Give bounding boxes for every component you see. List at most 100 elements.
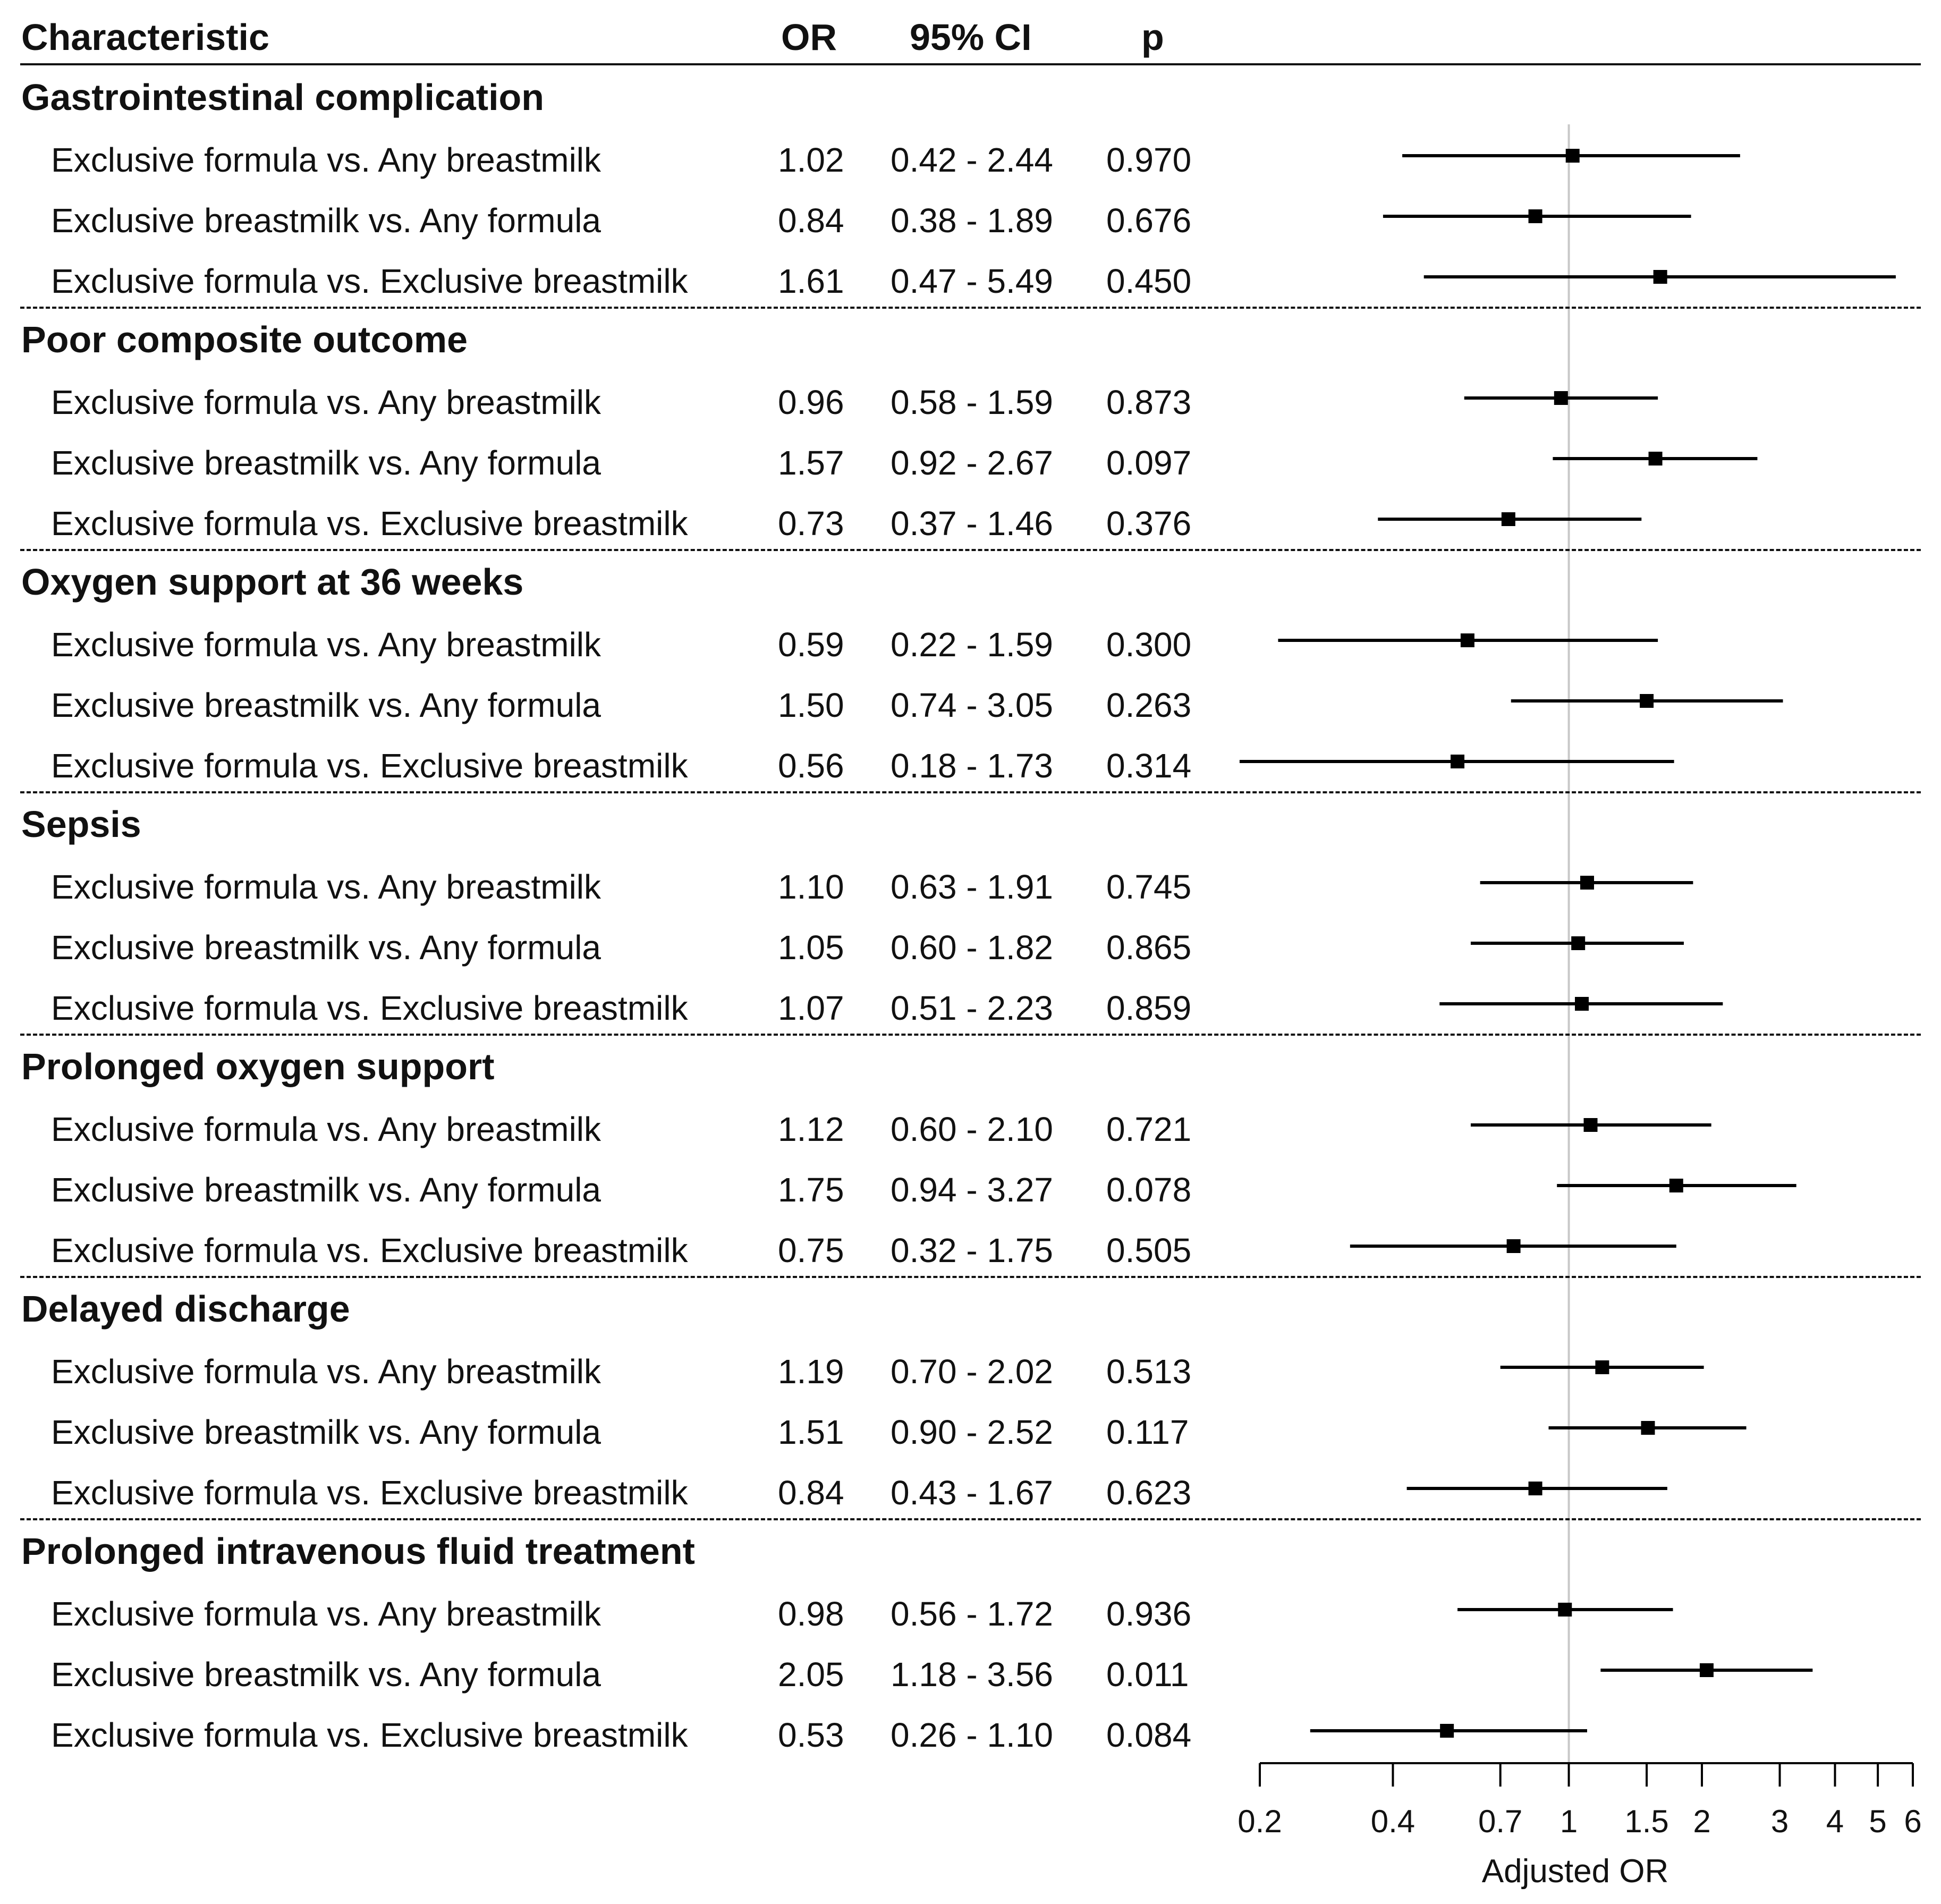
point-estimate: [1699, 1663, 1714, 1677]
row-ci: 0.32 - 1.75: [891, 1231, 1053, 1270]
point-estimate: [1440, 1724, 1454, 1738]
point-estimate: [1528, 1482, 1542, 1495]
row-ci: 0.74 - 3.05: [891, 686, 1053, 724]
row-ci: 0.90 - 2.52: [891, 1413, 1053, 1451]
row-p: 0.376: [1106, 504, 1192, 543]
row-ci: 0.43 - 1.67: [891, 1474, 1053, 1512]
row-p: 0.314: [1106, 747, 1192, 785]
row-p: 0.859: [1106, 989, 1192, 1027]
point-estimate: [1451, 755, 1465, 768]
point-estimate: [1640, 694, 1654, 708]
group-title: Prolonged intravenous fluid treatment: [21, 1530, 695, 1572]
header-ci: 95% CI: [910, 16, 1032, 58]
row-or: 1.50: [778, 686, 844, 724]
row-label: Exclusive breastmilk vs. Any formula: [51, 444, 601, 482]
row-label: Exclusive breastmilk vs. Any formula: [51, 1171, 601, 1209]
row-label: Exclusive formula vs. Any breastmilk: [51, 1110, 601, 1148]
row-label: Exclusive formula vs. Exclusive breastmi…: [51, 989, 688, 1027]
group-title: Poor composite outcome: [21, 319, 468, 360]
row-label: Exclusive formula vs. Exclusive breastmi…: [51, 1474, 688, 1512]
row-or: 1.75: [778, 1171, 844, 1209]
row-label: Exclusive formula vs. Exclusive breastmi…: [51, 1231, 688, 1270]
x-tick-label: 6: [1904, 1804, 1921, 1839]
x-tick-label: 5: [1869, 1804, 1886, 1839]
row-or: 0.96: [778, 383, 844, 421]
group-separator: [20, 1034, 1921, 1036]
group-title: Prolonged oxygen support: [21, 1046, 495, 1087]
header-p: p: [1141, 16, 1164, 58]
group-separator: [20, 307, 1921, 309]
row-p: 0.623: [1106, 1474, 1192, 1512]
row-p: 0.117: [1106, 1413, 1189, 1451]
point-estimate: [1648, 452, 1663, 466]
row-or: 0.84: [778, 1474, 844, 1512]
row-label: Exclusive formula vs. Any breastmilk: [51, 141, 601, 179]
point-estimate: [1653, 270, 1667, 284]
header-rule: [20, 63, 1921, 65]
row-ci: 0.51 - 2.23: [891, 989, 1053, 1027]
row-p: 0.078: [1106, 1171, 1192, 1209]
row-ci: 0.60 - 2.10: [891, 1110, 1053, 1148]
row-p: 0.865: [1106, 928, 1192, 967]
row-label: Exclusive formula vs. Exclusive breastmi…: [51, 1716, 688, 1754]
row-p: 0.970: [1106, 141, 1192, 179]
row-or: 1.61: [778, 262, 844, 300]
row-p: 0.450: [1106, 262, 1192, 300]
row-ci: 0.18 - 1.73: [891, 747, 1053, 785]
row-or: 1.19: [778, 1352, 844, 1391]
row-ci: 0.58 - 1.59: [891, 383, 1053, 421]
point-estimate: [1580, 876, 1594, 890]
row-p: 0.505: [1106, 1231, 1192, 1270]
row-ci: 0.94 - 3.27: [891, 1171, 1053, 1209]
x-tick-label: 0.2: [1238, 1804, 1282, 1839]
x-tick-label: 1: [1560, 1804, 1578, 1839]
point-estimate: [1641, 1421, 1655, 1435]
point-estimate: [1575, 997, 1589, 1011]
x-tick-label: 2: [1693, 1804, 1710, 1839]
x-tick-label: 0.4: [1371, 1804, 1415, 1839]
row-or: 1.05: [778, 928, 844, 967]
row-or: 0.59: [778, 625, 844, 664]
row-ci: 0.92 - 2.67: [891, 444, 1053, 482]
group-separator: [20, 1518, 1921, 1520]
point-estimate: [1583, 1118, 1598, 1132]
row-label: Exclusive formula vs. Any breastmilk: [51, 625, 601, 664]
point-estimate: [1460, 633, 1474, 647]
row-or: 0.75: [778, 1231, 844, 1270]
group-title: Oxygen support at 36 weeks: [21, 561, 524, 603]
row-p: 0.097: [1106, 444, 1192, 482]
row-or: 0.73: [778, 504, 844, 543]
row-label: Exclusive formula vs. Any breastmilk: [51, 383, 601, 421]
row-p: 0.011: [1106, 1655, 1189, 1694]
row-or: 0.98: [778, 1595, 844, 1633]
row-ci: 0.22 - 1.59: [891, 625, 1053, 664]
row-ci: 0.42 - 2.44: [891, 141, 1053, 179]
row-label: Exclusive formula vs. Exclusive breastmi…: [51, 262, 688, 300]
x-tick-label: 4: [1826, 1804, 1844, 1839]
point-estimate: [1501, 512, 1515, 526]
row-p: 0.721: [1106, 1110, 1192, 1148]
row-ci: 0.56 - 1.72: [891, 1595, 1053, 1633]
row-or: 1.07: [778, 989, 844, 1027]
row-ci: 0.60 - 1.82: [891, 928, 1053, 967]
point-estimate: [1565, 149, 1580, 163]
point-estimate: [1528, 209, 1542, 223]
row-or: 1.51: [778, 1413, 844, 1451]
row-ci: 0.37 - 1.46: [891, 504, 1053, 543]
group-separator: [20, 1276, 1921, 1278]
row-or: 1.10: [778, 868, 844, 906]
row-label: Exclusive breastmilk vs. Any formula: [51, 686, 601, 724]
row-p: 0.084: [1106, 1716, 1192, 1754]
row-p: 0.300: [1106, 625, 1192, 664]
row-ci: 0.63 - 1.91: [891, 868, 1053, 906]
point-estimate: [1558, 1603, 1572, 1617]
row-label: Exclusive breastmilk vs. Any formula: [51, 1413, 601, 1451]
header-characteristic: Characteristic: [21, 16, 269, 58]
row-p: 0.676: [1106, 201, 1192, 240]
row-ci: 1.18 - 3.56: [891, 1655, 1053, 1694]
point-estimate: [1554, 391, 1568, 405]
point-estimate: [1595, 1360, 1609, 1374]
group-title: Delayed discharge: [21, 1288, 350, 1330]
